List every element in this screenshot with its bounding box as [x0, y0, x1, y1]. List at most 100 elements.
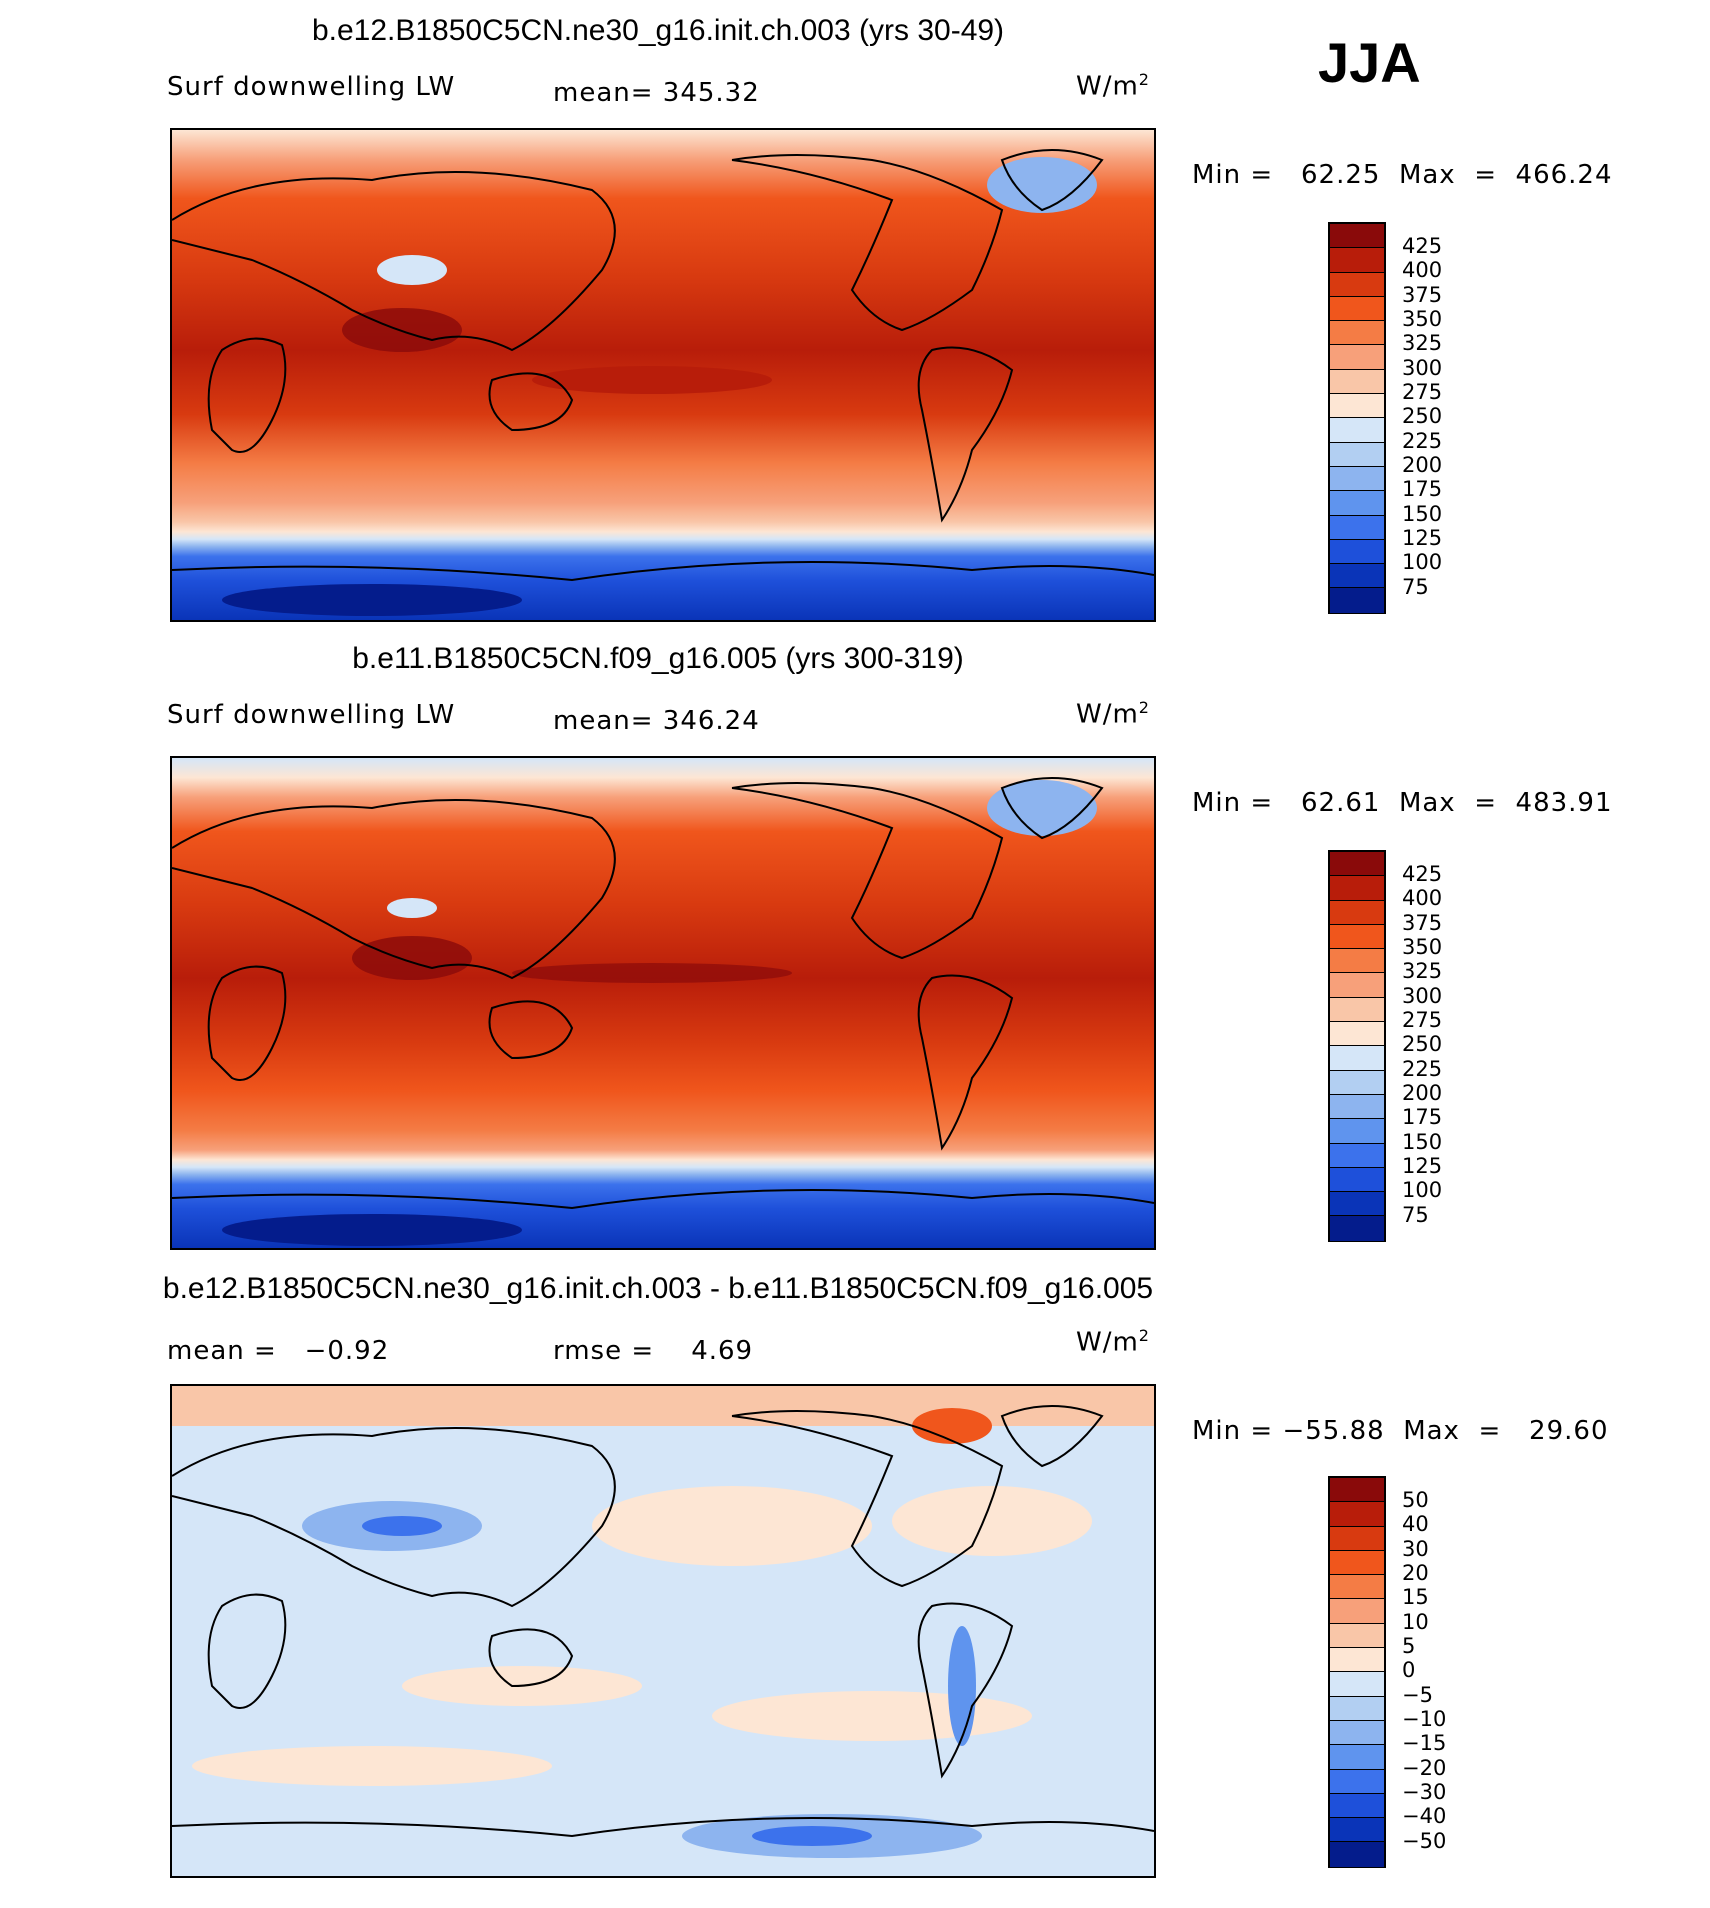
colorbar-label: 325 — [1402, 331, 1443, 355]
colorbar-box — [1330, 1526, 1384, 1551]
panel-2-variable-label: Surf downwelling LW — [167, 700, 456, 730]
colorbar-label: 200 — [1402, 453, 1443, 477]
panel-3-mean: mean = −0.92 — [167, 1336, 390, 1366]
panel-1-mean: mean= 345.32 — [553, 78, 760, 108]
colorbar-label: 250 — [1402, 1032, 1443, 1056]
colorbar-box — [1330, 394, 1384, 419]
panel-2-mean: mean= 346.24 — [553, 706, 760, 736]
panel-1-map — [170, 128, 1156, 622]
colorbar-label: 75 — [1402, 575, 1429, 599]
colorbar-label: 125 — [1402, 526, 1443, 550]
colorbar-box — [1330, 515, 1384, 540]
colorbar-box — [1330, 1818, 1384, 1843]
colorbar-label: 300 — [1402, 356, 1443, 380]
colorbar-label: 30 — [1402, 1537, 1429, 1561]
colorbar-label: 50 — [1402, 1488, 1429, 1512]
colorbar-label: 300 — [1402, 984, 1443, 1008]
colorbar-label: 100 — [1402, 550, 1443, 574]
colorbar-box — [1330, 1070, 1384, 1095]
colorbar-label: 400 — [1402, 258, 1443, 282]
panel-3-map — [170, 1384, 1156, 1878]
colorbar-box — [1330, 539, 1384, 565]
colorbar-box — [1330, 852, 1384, 877]
colorbar-label: 375 — [1402, 283, 1443, 307]
colorbar-label: −50 — [1402, 1829, 1447, 1853]
colorbar-label: 175 — [1402, 1105, 1443, 1129]
colorbar-box — [1330, 369, 1384, 395]
colorbar-box — [1330, 1478, 1384, 1503]
panel-2-title: b.e11.B1850C5CN.f09_g16.005 (yrs 300-319… — [352, 642, 964, 675]
panel-3-colorbar — [1328, 1476, 1386, 1868]
colorbar-box — [1330, 1793, 1384, 1819]
panel-3-units: W/m2 — [1076, 1326, 1150, 1358]
colorbar-label: 10 — [1402, 1610, 1429, 1634]
colorbar-label: 275 — [1402, 1008, 1443, 1032]
colorbar-box — [1330, 1720, 1384, 1746]
colorbar-box — [1330, 1094, 1384, 1120]
colorbar-label: 225 — [1402, 1057, 1443, 1081]
colorbar-box — [1330, 1550, 1384, 1576]
colorbar-label: −40 — [1402, 1804, 1447, 1828]
colorbar-box — [1330, 1167, 1384, 1193]
panel-2-colorbar — [1328, 850, 1386, 1242]
colorbar-box — [1330, 1575, 1384, 1600]
colorbar-box — [1330, 1119, 1384, 1144]
season-label: JJA — [1318, 31, 1421, 94]
colorbar-label: 15 — [1402, 1585, 1429, 1609]
colorbar-box — [1330, 564, 1384, 589]
colorbar-label: −15 — [1402, 1731, 1447, 1755]
colorbar-box — [1330, 924, 1384, 950]
colorbar-box — [1330, 1143, 1384, 1168]
colorbar-box — [1330, 1842, 1384, 1867]
panel-1-variable-label: Surf downwelling LW — [167, 72, 456, 102]
colorbar-label: 150 — [1402, 502, 1443, 526]
colorbar-box — [1330, 876, 1384, 901]
colorbar-label: 40 — [1402, 1512, 1429, 1536]
colorbar-label: −5 — [1402, 1683, 1433, 1707]
panel-3-rmse: rmse = 4.69 — [553, 1336, 754, 1366]
colorbar-label: 425 — [1402, 862, 1443, 886]
colorbar-label: 150 — [1402, 1130, 1443, 1154]
colorbar-label: 225 — [1402, 429, 1443, 453]
colorbar-label: 20 — [1402, 1561, 1429, 1585]
colorbar-box — [1330, 588, 1384, 613]
colorbar-box — [1330, 1623, 1384, 1649]
colorbar-label: 125 — [1402, 1154, 1443, 1178]
colorbar-box — [1330, 345, 1384, 370]
colorbar-box — [1330, 1672, 1384, 1697]
colorbar-label: 0 — [1402, 1658, 1416, 1682]
panel-1-units: W/m2 — [1076, 70, 1150, 102]
colorbar-box — [1330, 1216, 1384, 1241]
colorbar-box — [1330, 900, 1384, 925]
colorbar-label: 275 — [1402, 380, 1443, 404]
panel-1-title: b.e12.B1850C5CN.ne30_g16.init.ch.003 (yr… — [311, 14, 1005, 47]
panel-1-colorbar — [1328, 222, 1386, 614]
colorbar-label: −30 — [1402, 1780, 1447, 1804]
colorbar-box — [1330, 1192, 1384, 1217]
colorbar-box — [1330, 272, 1384, 297]
colorbar-box — [1330, 949, 1384, 974]
panel-3-minmax: Min = −55.88 Max = 29.60 — [1192, 1416, 1609, 1446]
panel-2-minmax: Min = 62.61 Max = 483.91 — [1192, 788, 1613, 818]
colorbar-label: 75 — [1402, 1203, 1429, 1227]
colorbar-label: 375 — [1402, 911, 1443, 935]
colorbar-label: 350 — [1402, 935, 1443, 959]
colorbar-box — [1330, 1696, 1384, 1721]
colorbar-box — [1330, 442, 1384, 467]
colorbar-box — [1330, 491, 1384, 516]
colorbar-label: −20 — [1402, 1756, 1447, 1780]
colorbar-box — [1330, 997, 1384, 1023]
colorbar-box — [1330, 1022, 1384, 1047]
colorbar-box — [1330, 1046, 1384, 1071]
colorbar-label: 250 — [1402, 404, 1443, 428]
panel-2-units: W/m2 — [1076, 698, 1150, 730]
colorbar-box — [1330, 1502, 1384, 1527]
panel-3-title: b.e12.B1850C5CN.ne30_g16.init.ch.003 - b… — [162, 1272, 1154, 1305]
colorbar-box — [1330, 1745, 1384, 1770]
colorbar-label: 175 — [1402, 477, 1443, 501]
colorbar-box — [1330, 224, 1384, 249]
colorbar-box — [1330, 1599, 1384, 1624]
colorbar-label: 425 — [1402, 234, 1443, 258]
colorbar-label: −10 — [1402, 1707, 1447, 1731]
colorbar-box — [1330, 1769, 1384, 1794]
